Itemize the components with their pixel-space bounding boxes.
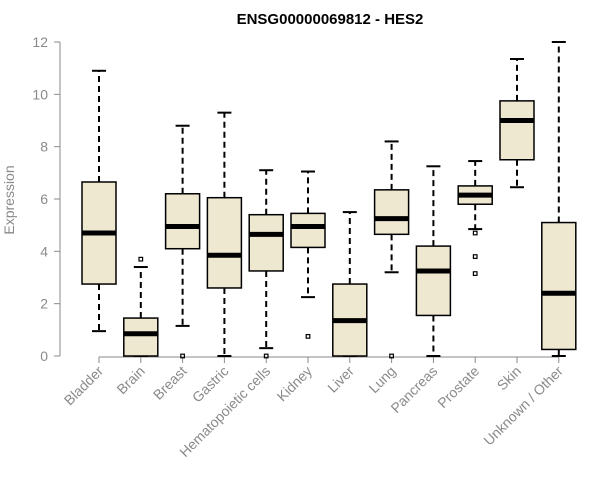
outlier-point bbox=[305, 333, 311, 339]
box-body bbox=[499, 100, 535, 161]
box-5 bbox=[290, 170, 326, 363]
outlier-point bbox=[472, 254, 478, 259]
outlier-point bbox=[472, 271, 478, 276]
x-tick-label: Breast bbox=[150, 363, 190, 403]
box-4 bbox=[248, 169, 284, 363]
box-6 bbox=[332, 211, 368, 363]
box-3 bbox=[206, 111, 243, 363]
box-9 bbox=[457, 160, 493, 363]
outlier-point bbox=[138, 256, 144, 262]
outlier-point bbox=[389, 353, 394, 359]
y-tick-label: 0 bbox=[40, 348, 48, 364]
outlier-point bbox=[472, 230, 478, 236]
y-tick-label: 10 bbox=[32, 86, 48, 102]
x-tick-label: Kidney bbox=[274, 363, 316, 405]
outlier-point bbox=[180, 353, 186, 359]
y-tick-label: 4 bbox=[40, 243, 48, 259]
y-axis: 0 2 4 6 8 10 12 bbox=[32, 34, 559, 364]
x-tick-label: Brain bbox=[113, 363, 147, 397]
y-tick-label: 12 bbox=[32, 34, 48, 50]
x-tick-label: Lung bbox=[365, 363, 398, 396]
box-body bbox=[373, 189, 410, 236]
box-body bbox=[164, 193, 201, 250]
box-body bbox=[206, 196, 243, 289]
box-7 bbox=[373, 140, 410, 363]
box-body bbox=[290, 212, 326, 249]
box-11 bbox=[541, 41, 577, 363]
x-tick-label: Skin bbox=[494, 363, 525, 394]
y-axis-label: Expression bbox=[1, 165, 17, 234]
x-tick-label: Liver bbox=[324, 363, 357, 396]
x-tick-label: Unknown / Other bbox=[480, 363, 566, 449]
x-tick-label: Bladder bbox=[61, 363, 107, 409]
y-tick-label: 6 bbox=[40, 191, 48, 207]
box-body bbox=[123, 317, 159, 357]
box-0 bbox=[81, 69, 117, 363]
outlier-point bbox=[263, 353, 269, 359]
chart-title: ENSG00000069812 - HES2 bbox=[237, 11, 424, 28]
box-2 bbox=[164, 124, 201, 363]
box-10 bbox=[499, 58, 535, 363]
boxes-group bbox=[81, 41, 577, 363]
box-1 bbox=[123, 256, 159, 363]
box-8 bbox=[415, 165, 452, 363]
box-body bbox=[415, 245, 452, 317]
box-body bbox=[541, 221, 577, 351]
box-body bbox=[248, 213, 284, 272]
y-tick-label: 8 bbox=[40, 139, 48, 155]
y-tick-label: 2 bbox=[40, 296, 48, 312]
x-tick-label: Prostate bbox=[434, 363, 482, 411]
